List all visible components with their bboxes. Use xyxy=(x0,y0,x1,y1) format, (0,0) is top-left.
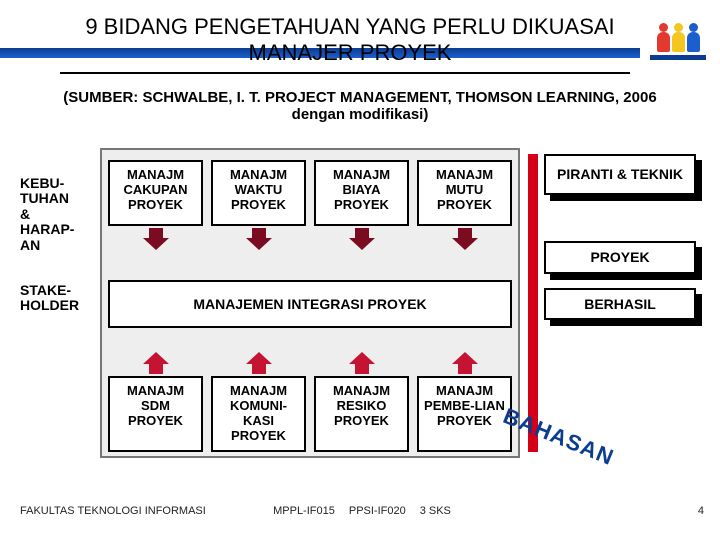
box-hr-label: MANAJM SDM PROYEK xyxy=(127,383,184,428)
box-tools-label: PIRANTI & TEKNIK xyxy=(557,166,683,182)
box-time: MANAJM WAKTU PROYEK xyxy=(211,160,306,226)
box-procurement-label: MANAJM PEMBE-LIAN PROYEK xyxy=(424,383,505,428)
box-project-label: PROYEK xyxy=(590,249,649,265)
stakeholder-needs-label: KEBU- TUHAN & HARAP- AN xyxy=(20,176,98,253)
box-project: PROYEK xyxy=(544,241,696,274)
bottom-row: MANAJM SDM PROYEK MANAJM KOMUNI-KASI PRO… xyxy=(108,376,512,452)
box-procurement: MANAJM PEMBE-LIAN PROYEK xyxy=(417,376,512,452)
title-underline xyxy=(60,72,630,74)
box-hr: MANAJM SDM PROYEK xyxy=(108,376,203,452)
arrow-down-icon xyxy=(349,228,375,250)
arrow-up-icon xyxy=(143,352,169,374)
stakeholder-label: STAKE- HOLDER xyxy=(20,283,98,314)
box-scope-label: MANAJM CAKUPAN PROYEK xyxy=(123,167,187,212)
arrow-down-icon xyxy=(246,228,272,250)
arrow-up-icon xyxy=(246,352,272,374)
page-title: 9 BIDANG PENGETAHUAN YANG PERLU DIKUASAI… xyxy=(60,14,640,67)
box-cost: MANAJM BIAYA PROYEK xyxy=(314,160,409,226)
box-integration-label: MANAJEMEN INTEGRASI PROYEK xyxy=(193,296,426,312)
center-panel: MANAJM CAKUPAN PROYEK MANAJM WAKTU PROYE… xyxy=(100,148,520,458)
red-divider xyxy=(528,154,538,452)
box-integration: MANAJEMEN INTEGRASI PROYEK xyxy=(108,280,512,328)
arrow-up-icon xyxy=(452,352,478,374)
box-success-label: BERHASIL xyxy=(584,296,656,312)
arrow-down-icon xyxy=(143,228,169,250)
box-time-label: MANAJM WAKTU PROYEK xyxy=(230,167,287,212)
box-quality: MANAJM MUTU PROYEK xyxy=(417,160,512,226)
title-line-1: 9 BIDANG PENGETAHUAN YANG PERLU DIKUASAI xyxy=(85,14,614,39)
logo-icon xyxy=(650,10,706,60)
page-number: 4 xyxy=(698,505,704,517)
box-tools: PIRANTI & TEKNIK xyxy=(544,154,696,195)
box-communication: MANAJM KOMUNI-KASI PROYEK xyxy=(211,376,306,452)
outcome-column: PIRANTI & TEKNIK PROYEK BERHASIL xyxy=(544,154,696,348)
footer-faculty: FAKULTAS TEKNOLOGI INFORMASI xyxy=(20,505,206,517)
footer-credits: 3 SKS xyxy=(420,505,451,517)
box-risk: MANAJM RESIKO PROYEK xyxy=(314,376,409,452)
footer: FAKULTAS TEKNOLOGI INFORMASI MPPL-IF015 … xyxy=(20,505,704,517)
knowledge-areas-diagram: KEBU- TUHAN & HARAP- AN STAKE- HOLDER MA… xyxy=(20,148,700,478)
box-scope: MANAJM CAKUPAN PROYEK xyxy=(108,160,203,226)
title-line-2: MANAJER PROYEK xyxy=(249,40,452,65)
box-success: BERHASIL xyxy=(544,288,696,321)
box-quality-label: MANAJM MUTU PROYEK xyxy=(436,167,493,212)
arrow-down-icon xyxy=(452,228,478,250)
footer-code-2: PPSI-IF020 xyxy=(349,505,406,517)
box-communication-label: MANAJM KOMUNI-KASI PROYEK xyxy=(230,383,287,443)
top-row: MANAJM CAKUPAN PROYEK MANAJM WAKTU PROYE… xyxy=(108,160,512,226)
footer-code-1: MPPL-IF015 xyxy=(273,505,335,517)
title-area: 9 BIDANG PENGETAHUAN YANG PERLU DIKUASAI… xyxy=(0,0,720,71)
source-subtitle: (SUMBER: SCHWALBE, I. T. PROJECT MANAGEM… xyxy=(40,89,680,123)
stakeholder-labels: KEBU- TUHAN & HARAP- AN STAKE- HOLDER xyxy=(20,176,98,344)
box-cost-label: MANAJM BIAYA PROYEK xyxy=(333,167,390,212)
arrow-up-icon xyxy=(349,352,375,374)
box-risk-label: MANAJM RESIKO PROYEK xyxy=(333,383,390,428)
